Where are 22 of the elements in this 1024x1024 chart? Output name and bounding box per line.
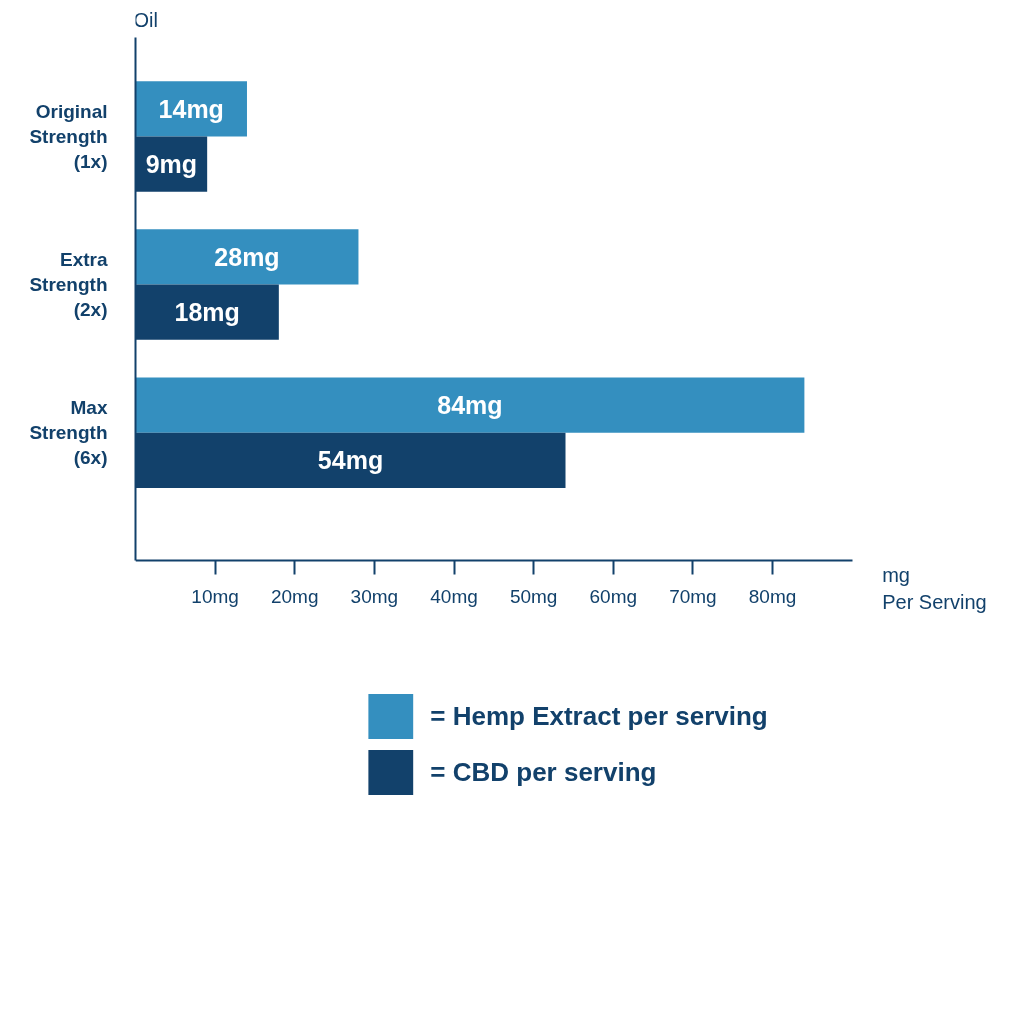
legend-label: = CBD per serving bbox=[430, 756, 657, 788]
data-label: 14mg bbox=[158, 94, 224, 123]
y-tick-label: Original Strength (1x) bbox=[29, 100, 108, 173]
y-tick-label: Max Strength (6x) bbox=[29, 397, 108, 469]
x-tick-label: 30mg bbox=[350, 586, 399, 608]
data-label: 54mg bbox=[317, 446, 384, 475]
x-tick-label: 50mg bbox=[509, 586, 558, 608]
x-tick-label: 40mg bbox=[430, 586, 478, 608]
y-tick-label: Extra Strength (2x) bbox=[29, 248, 108, 321]
data-label: 84mg bbox=[437, 391, 503, 420]
x-tick-label: 70mg bbox=[669, 586, 717, 608]
data-label: 18mg bbox=[174, 298, 240, 327]
x-axis-title: mg Per Serving bbox=[882, 564, 987, 613]
x-tick-label: 10mg bbox=[191, 586, 239, 608]
bar bbox=[135, 377, 805, 433]
data-label: 28mg bbox=[214, 242, 280, 271]
data-label: 9mg bbox=[145, 150, 198, 179]
x-tick-label: 60mg bbox=[589, 586, 638, 608]
x-tick-label: 80mg bbox=[748, 586, 797, 608]
x-tick-label: 20mg bbox=[271, 586, 319, 608]
bar bbox=[135, 229, 359, 285]
legend-label: = Hemp Extract per serving bbox=[430, 700, 768, 732]
